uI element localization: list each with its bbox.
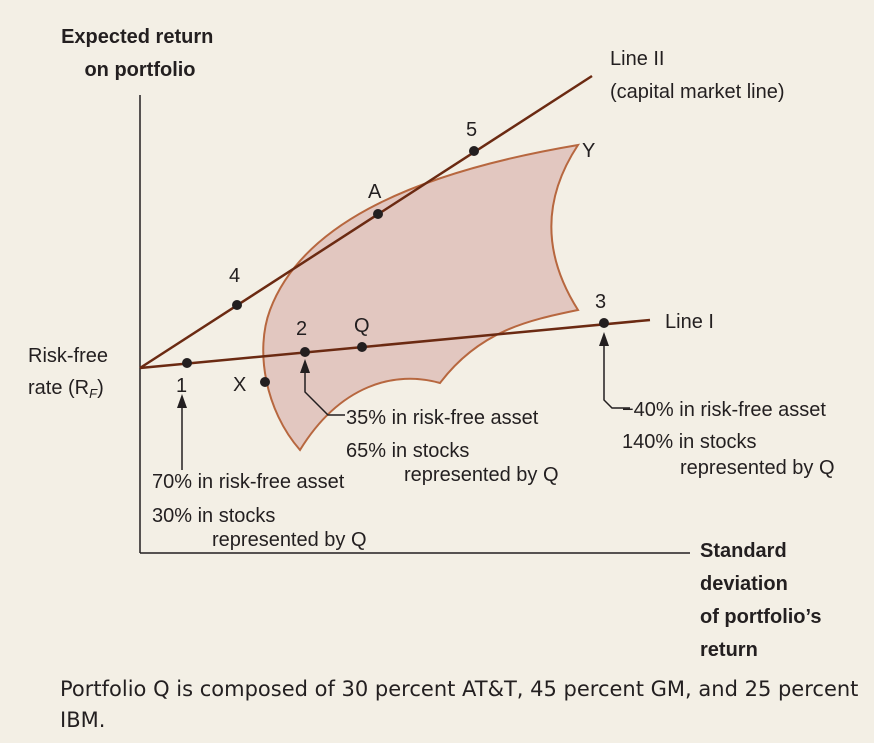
point-y-label: Y <box>582 140 595 162</box>
feasible-portfolio-region <box>262 143 581 452</box>
point-2 <box>300 347 310 357</box>
point-3-label: 3 <box>595 291 606 313</box>
figure-caption: Portfolio Q is composed of 30 percent AT… <box>60 677 859 732</box>
point-a-label: A <box>368 181 382 203</box>
point-1-label: 1 <box>176 375 187 397</box>
arrow-portfolio-3 <box>599 332 630 409</box>
point-3 <box>599 318 609 328</box>
arrow-portfolio-2 <box>300 359 345 416</box>
y-axis-label: Expected return on portfolio <box>61 26 219 81</box>
line-2-label: Line II (capital market line) <box>610 48 785 103</box>
point-5-label: 5 <box>466 119 477 141</box>
line-2-capital-market-line <box>139 74 593 370</box>
x-axis-label: Standard deviation of portfolio’s return <box>700 540 827 661</box>
portfolio-diagram: Expected return on portfolio Standard de… <box>28 26 835 661</box>
point-1 <box>182 358 192 368</box>
risk-free-rate-label: Risk-free rate (RF) <box>28 345 114 401</box>
point-a <box>373 209 383 219</box>
point-q <box>357 342 367 352</box>
point-5 <box>469 146 479 156</box>
annotation-portfolio-1: 70% in risk-free asset 30% in stocks rep… <box>152 471 367 551</box>
line-1-label: Line I <box>665 311 714 333</box>
line-1 <box>139 318 651 370</box>
point-4 <box>232 300 242 310</box>
point-x-label: X <box>233 374 246 396</box>
point-q-label: Q <box>354 315 370 337</box>
point-2-label: 2 <box>296 318 307 340</box>
point-4-label: 4 <box>229 265 240 287</box>
annotation-portfolio-3: −40% in risk-free asset 140% in stocks r… <box>622 399 835 479</box>
point-x <box>260 377 270 387</box>
arrow-portfolio-1 <box>177 394 187 470</box>
annotation-portfolio-2: 35% in risk-free asset 65% in stocks rep… <box>346 407 559 486</box>
